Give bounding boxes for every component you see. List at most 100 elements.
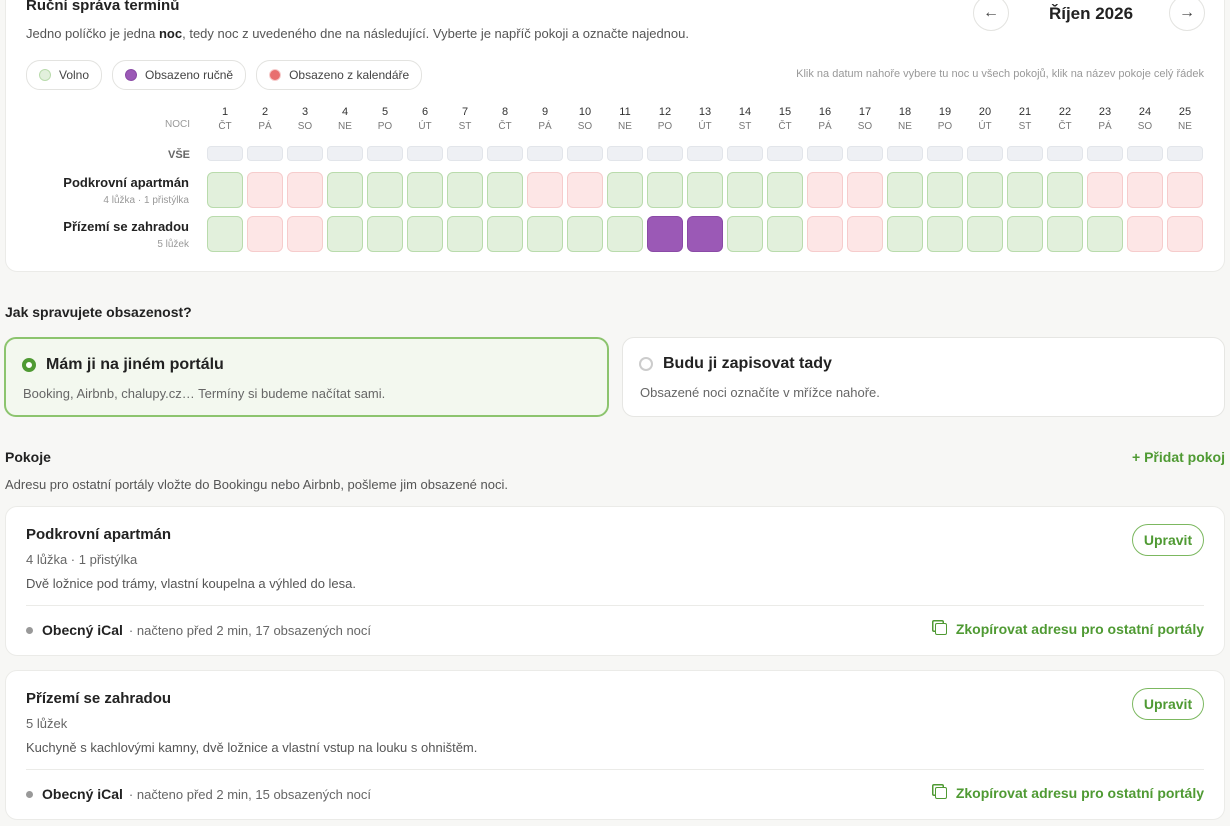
all-rooms-cell[interactable] xyxy=(247,146,283,161)
day-number[interactable]: 18 xyxy=(898,106,912,118)
all-rooms-cell[interactable] xyxy=(767,146,803,161)
night-cell[interactable] xyxy=(327,172,363,208)
night-cell[interactable] xyxy=(967,216,1003,252)
day-weekday[interactable]: NE xyxy=(338,121,352,132)
day-weekday[interactable]: ST xyxy=(738,121,752,132)
day-number[interactable]: 16 xyxy=(818,106,832,118)
all-rooms-cell[interactable] xyxy=(447,146,483,161)
day-number[interactable]: 14 xyxy=(738,106,752,118)
day-weekday[interactable]: PO xyxy=(377,121,393,132)
night-cell[interactable] xyxy=(247,172,283,208)
day-number[interactable]: 4 xyxy=(341,106,349,118)
night-cell[interactable] xyxy=(1047,216,1083,252)
all-rooms-cell[interactable] xyxy=(647,146,683,161)
all-rooms-cell[interactable] xyxy=(487,146,523,161)
night-cell[interactable] xyxy=(807,172,843,208)
day-weekday[interactable]: PÁ xyxy=(818,121,832,132)
night-cell[interactable] xyxy=(247,216,283,252)
all-rooms-cell[interactable] xyxy=(847,146,883,161)
night-cell[interactable] xyxy=(287,172,323,208)
day-weekday[interactable]: ST xyxy=(458,121,472,132)
night-cell[interactable] xyxy=(647,216,683,252)
room-row-name[interactable]: Přízemí se zahradou xyxy=(63,219,189,234)
day-number[interactable]: 17 xyxy=(858,106,872,118)
legend-item[interactable]: Obsazeno z kalendáře xyxy=(256,60,423,90)
night-cell[interactable] xyxy=(527,172,563,208)
day-number[interactable]: 23 xyxy=(1098,106,1112,118)
night-cell[interactable] xyxy=(1087,172,1123,208)
day-weekday[interactable]: PÁ xyxy=(1098,121,1112,132)
day-weekday[interactable]: PO xyxy=(937,121,953,132)
night-cell[interactable] xyxy=(647,172,683,208)
option-card[interactable]: Mám ji na jiném portálu Booking, Airbnb, … xyxy=(4,337,609,417)
all-rooms-cell[interactable] xyxy=(287,146,323,161)
night-cell[interactable] xyxy=(407,172,443,208)
all-rooms-cell[interactable] xyxy=(407,146,443,161)
all-rooms-cell[interactable] xyxy=(807,146,843,161)
night-cell[interactable] xyxy=(407,216,443,252)
night-cell[interactable] xyxy=(967,172,1003,208)
add-room-link[interactable]: + Přidat pokoj xyxy=(1132,449,1225,465)
night-cell[interactable] xyxy=(1007,172,1043,208)
all-rooms-cell[interactable] xyxy=(367,146,403,161)
day-weekday[interactable]: ÚT xyxy=(698,121,712,132)
day-number[interactable]: 2 xyxy=(261,106,269,118)
day-weekday[interactable]: NE xyxy=(1178,121,1192,132)
night-cell[interactable] xyxy=(447,216,483,252)
day-number[interactable]: 12 xyxy=(658,106,672,118)
room-row-name[interactable]: Podkrovní apartmán xyxy=(63,175,189,190)
day-number[interactable]: 5 xyxy=(381,106,389,118)
night-cell[interactable] xyxy=(527,216,563,252)
all-rooms-cell[interactable] xyxy=(607,146,643,161)
night-cell[interactable] xyxy=(687,216,723,252)
edit-button[interactable]: Upravit xyxy=(1132,524,1204,556)
day-weekday[interactable]: ČT xyxy=(1058,121,1072,132)
legend-item[interactable]: Volno xyxy=(26,60,103,90)
night-cell[interactable] xyxy=(487,216,523,252)
day-weekday[interactable]: PO xyxy=(657,121,673,132)
night-cell[interactable] xyxy=(487,172,523,208)
night-cell[interactable] xyxy=(567,172,603,208)
night-cell[interactable] xyxy=(727,216,763,252)
night-cell[interactable] xyxy=(367,172,403,208)
all-rooms-cell[interactable] xyxy=(687,146,723,161)
night-cell[interactable] xyxy=(567,216,603,252)
day-weekday[interactable]: ST xyxy=(1018,121,1032,132)
all-rooms-cell[interactable] xyxy=(1087,146,1123,161)
all-rooms-cell[interactable] xyxy=(1007,146,1043,161)
night-cell[interactable] xyxy=(767,172,803,208)
night-cell[interactable] xyxy=(1007,216,1043,252)
night-cell[interactable] xyxy=(887,216,923,252)
night-cell[interactable] xyxy=(767,216,803,252)
day-weekday[interactable]: NE xyxy=(618,121,632,132)
all-rooms-cell[interactable] xyxy=(1047,146,1083,161)
day-number[interactable]: 9 xyxy=(541,106,549,118)
all-rooms-cell[interactable] xyxy=(927,146,963,161)
day-number[interactable]: 6 xyxy=(421,106,429,118)
night-cell[interactable] xyxy=(1087,216,1123,252)
prev-month-button[interactable]: ← xyxy=(973,0,1009,31)
night-cell[interactable] xyxy=(927,172,963,208)
legend-item[interactable]: Obsazeno ručně xyxy=(112,60,247,90)
night-cell[interactable] xyxy=(607,172,643,208)
all-rooms-cell[interactable] xyxy=(967,146,1003,161)
day-number[interactable]: 3 xyxy=(301,106,309,118)
night-cell[interactable] xyxy=(807,216,843,252)
day-weekday[interactable]: ČT xyxy=(778,121,792,132)
copy-link[interactable]: Zkopírovat adresu pro ostatní portály xyxy=(934,785,1204,801)
day-weekday[interactable]: ÚT xyxy=(978,121,992,132)
day-number[interactable]: 22 xyxy=(1058,106,1072,118)
day-weekday[interactable]: PÁ xyxy=(258,121,272,132)
radio[interactable] xyxy=(22,358,36,372)
night-cell[interactable] xyxy=(1127,216,1163,252)
day-number[interactable]: 15 xyxy=(778,106,792,118)
night-cell[interactable] xyxy=(1047,172,1083,208)
night-cell[interactable] xyxy=(1167,216,1203,252)
night-cell[interactable] xyxy=(847,172,883,208)
day-number[interactable]: 21 xyxy=(1018,106,1032,118)
next-month-button[interactable]: → xyxy=(1169,0,1205,31)
all-rooms-cell[interactable] xyxy=(327,146,363,161)
night-cell[interactable] xyxy=(1127,172,1163,208)
all-rooms-cell[interactable] xyxy=(207,146,243,161)
night-cell[interactable] xyxy=(207,216,243,252)
